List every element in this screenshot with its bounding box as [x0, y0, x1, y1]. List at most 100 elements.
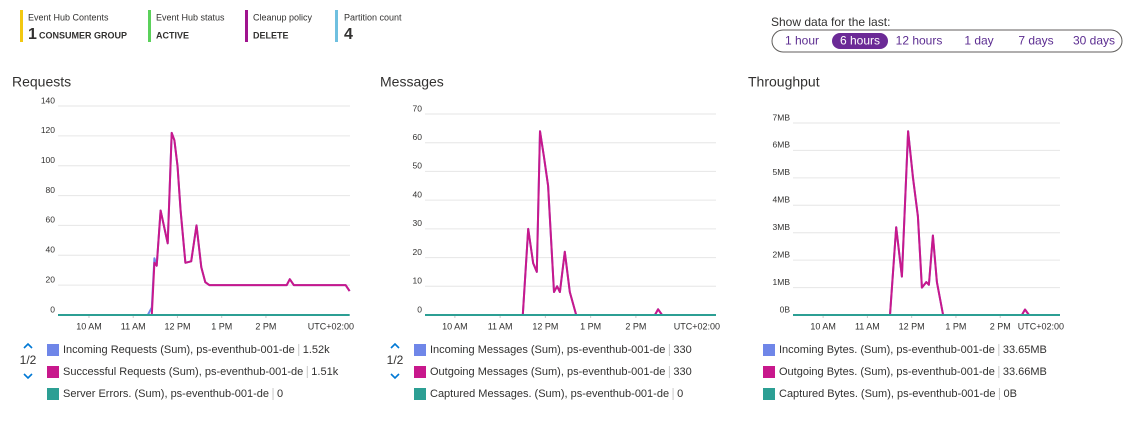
chart-title: Throughput: [748, 74, 820, 90]
time-option[interactable]: 6 hours: [840, 34, 880, 48]
series-line: [425, 130, 716, 316]
chart-title: Messages: [380, 74, 444, 90]
legend-label: Incoming Bytes. (Sum), ps-eventhub-001-d…: [779, 344, 995, 356]
pager-label: 1/2: [387, 353, 404, 367]
time-option-selected: [832, 33, 888, 49]
x-tick-label: 2 PM: [625, 321, 646, 331]
series-line: [58, 131, 351, 316]
legend-label: Outgoing Bytes. (Sum), ps-eventhub-001-d…: [779, 366, 995, 378]
legend-total: 1.52k: [303, 344, 330, 356]
legend-total: 33.66MB: [1003, 366, 1047, 378]
y-tick-label: 20: [413, 247, 423, 257]
pager-label: 1/2: [20, 353, 37, 367]
y-tick-label: 120: [41, 125, 55, 135]
legend-swatch: [414, 344, 426, 356]
x-tick-label: 11 AM: [488, 321, 513, 331]
y-tick-label: 30: [413, 218, 423, 228]
legend-label: Incoming Messages (Sum), ps-eventhub-001…: [430, 344, 665, 356]
y-tick-label: 1MB: [773, 277, 791, 287]
y-tick-label: 4MB: [773, 195, 791, 205]
tile-label: Partition count: [344, 12, 402, 22]
tile-bar: [20, 10, 23, 42]
time-range-group: [771, 29, 1123, 53]
tile-bar: [148, 10, 151, 42]
x-tick-label: 2 PM: [990, 321, 1011, 331]
tile-value: 1: [28, 26, 37, 43]
x-tick-label: 10 AM: [442, 321, 468, 331]
y-tick-label: 40: [46, 245, 56, 255]
x-tick-label: 11 AM: [121, 321, 146, 331]
y-tick-label: 60: [46, 215, 56, 225]
time-option[interactable]: 1 hour: [785, 34, 819, 48]
x-tick-label: 10 AM: [76, 321, 102, 331]
x-tick-label: 1 PM: [580, 321, 601, 331]
series-line: [58, 131, 351, 316]
legend-label: Successful Requests (Sum), ps-eventhub-0…: [63, 366, 303, 378]
tile-value: 4: [344, 26, 353, 43]
time-option[interactable]: 30 days: [1073, 34, 1115, 48]
y-tick-label: 5MB: [773, 167, 791, 177]
legend-swatch: [763, 366, 775, 378]
y-tick-label: 0: [417, 304, 422, 314]
legend-swatch: [763, 388, 775, 400]
legend-swatch: [47, 344, 59, 356]
tile-value: ACTIVE: [156, 30, 189, 40]
x-tick-label: 1 PM: [945, 321, 966, 331]
tile-detail: CONSUMER GROUP: [39, 30, 127, 40]
timezone-label: UTC+02:00: [1018, 321, 1064, 331]
x-tick-label: 11 AM: [855, 321, 880, 331]
tile-bar: [335, 10, 338, 42]
y-tick-label: 10: [413, 276, 423, 286]
y-tick-label: 70: [413, 103, 423, 113]
legend-total: 33.65MB: [1003, 344, 1047, 356]
tile-value: DELETE: [253, 30, 289, 40]
y-tick-label: 80: [46, 185, 56, 195]
time-option[interactable]: 12 hours: [896, 34, 943, 48]
timezone-label: UTC+02:00: [308, 321, 354, 331]
y-tick-label: 0B: [780, 304, 791, 314]
legend-total: 0: [277, 388, 283, 400]
pager-up[interactable]: [390, 342, 400, 349]
chart-title: Requests: [12, 74, 71, 90]
legend-swatch: [414, 366, 426, 378]
time-option[interactable]: 1 day: [964, 34, 993, 48]
x-tick-label: 12 PM: [532, 321, 558, 331]
y-tick-label: 20: [46, 274, 56, 284]
y-tick-label: 3MB: [773, 222, 791, 232]
tile-label: Cleanup policy: [253, 12, 313, 22]
legend-label: Server Errors. (Sum), ps-eventhub-001-de: [63, 388, 269, 400]
legend-label: Captured Messages. (Sum), ps-eventhub-00…: [430, 388, 669, 400]
y-tick-label: 140: [41, 95, 55, 105]
legend-label: Incoming Requests (Sum), ps-eventhub-001…: [63, 344, 295, 356]
legend-total: 1.51k: [311, 366, 338, 378]
tile-label: Event Hub status: [156, 12, 225, 22]
tile-bar: [245, 10, 248, 42]
pager-up[interactable]: [23, 342, 33, 349]
y-tick-label: 2MB: [773, 249, 791, 259]
pager-down[interactable]: [23, 373, 33, 380]
legend-total: 330: [673, 366, 691, 378]
legend-total: 330: [673, 344, 691, 356]
y-tick-label: 7MB: [773, 112, 791, 122]
legend-total: 0B: [1003, 388, 1016, 400]
y-tick-label: 60: [413, 132, 423, 142]
y-tick-label: 0: [50, 304, 55, 314]
legend-swatch: [763, 344, 775, 356]
legend-swatch: [47, 388, 59, 400]
legend-label: Captured Bytes. (Sum), ps-eventhub-001-d…: [779, 388, 995, 400]
legend-swatch: [414, 388, 426, 400]
y-tick-label: 40: [413, 189, 423, 199]
y-tick-label: 100: [41, 155, 55, 165]
y-tick-label: 50: [413, 161, 423, 171]
x-tick-label: 12 PM: [164, 321, 190, 331]
legend-swatch: [47, 366, 59, 378]
x-tick-label: 12 PM: [899, 321, 925, 331]
legend-total: 0: [677, 388, 683, 400]
y-tick-label: 6MB: [773, 140, 791, 150]
legend-label: Outgoing Messages (Sum), ps-eventhub-001…: [430, 366, 665, 378]
time-option[interactable]: 7 days: [1018, 34, 1053, 48]
timezone-label: UTC+02:00: [674, 321, 720, 331]
pager-down[interactable]: [390, 373, 400, 380]
tile-label: Event Hub Contents: [28, 12, 109, 22]
